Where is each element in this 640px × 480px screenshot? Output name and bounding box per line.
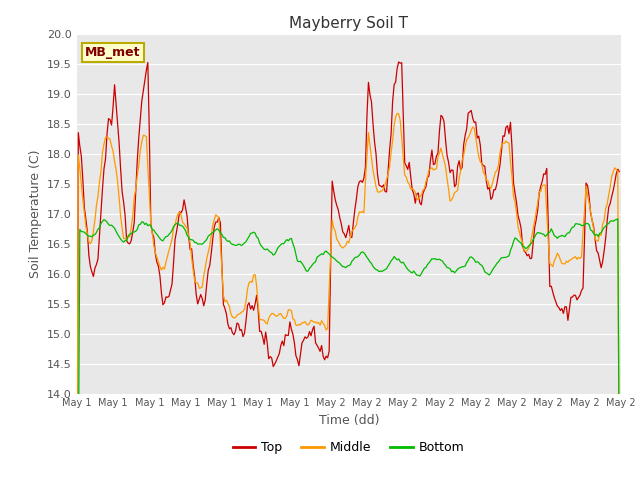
Title: Mayberry Soil T: Mayberry Soil T	[289, 16, 408, 31]
Y-axis label: Soil Temperature (C): Soil Temperature (C)	[29, 149, 42, 278]
X-axis label: Time (dd): Time (dd)	[319, 414, 379, 427]
Legend: Top, Middle, Bottom: Top, Middle, Bottom	[228, 436, 470, 459]
Text: MB_met: MB_met	[85, 46, 140, 59]
